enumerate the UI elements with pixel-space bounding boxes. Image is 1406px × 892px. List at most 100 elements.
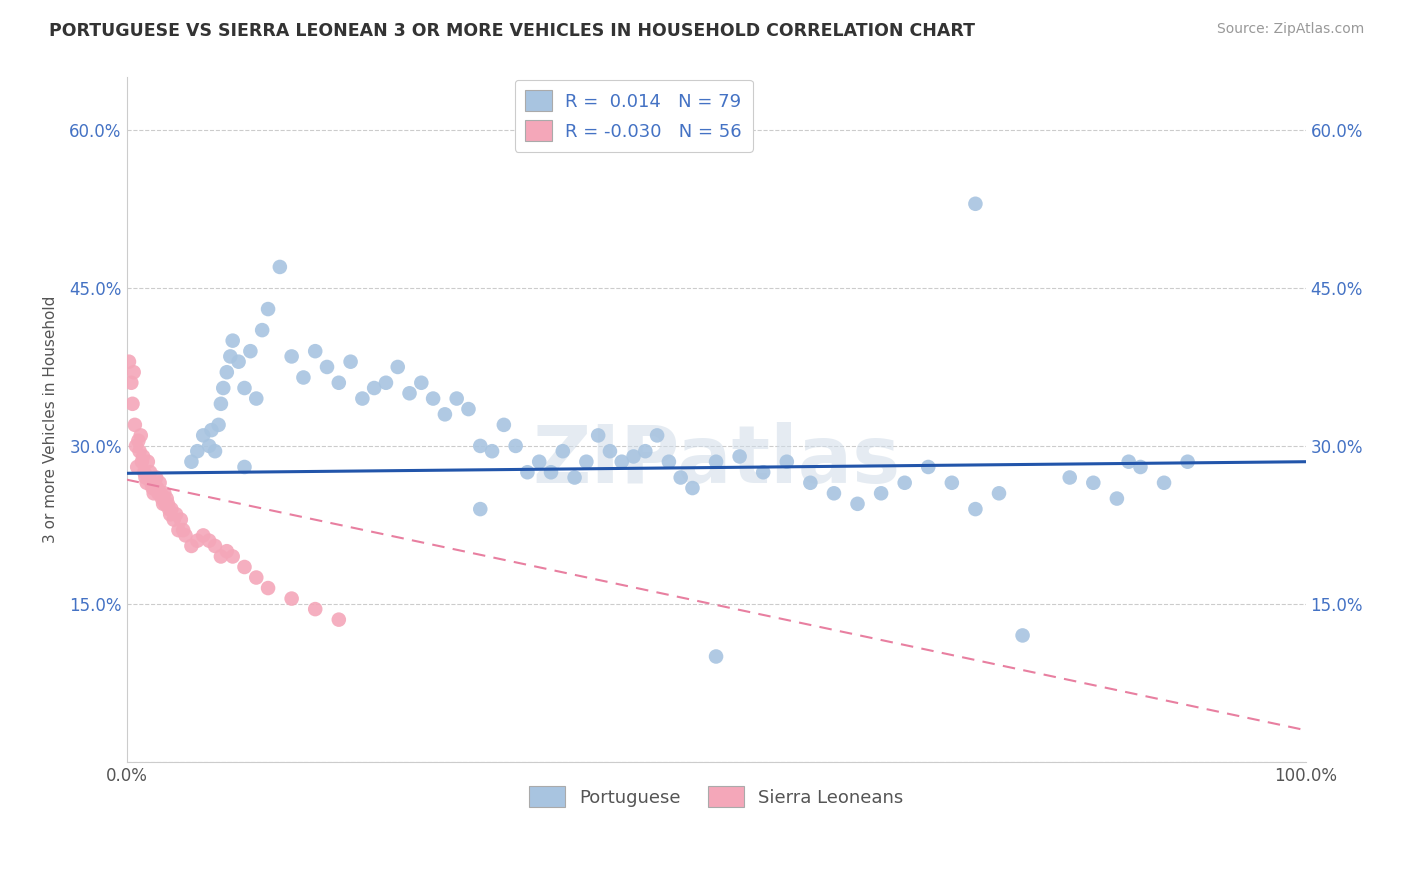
- Point: [823, 486, 845, 500]
- Point: [200, 423, 222, 437]
- Point: [363, 381, 385, 395]
- Point: [658, 455, 681, 469]
- Point: [215, 365, 238, 379]
- Point: [207, 417, 229, 432]
- Point: [155, 497, 177, 511]
- Point: [375, 376, 398, 390]
- Point: [316, 359, 339, 374]
- Point: [159, 508, 181, 522]
- Point: [704, 455, 727, 469]
- Point: [186, 444, 208, 458]
- Point: [233, 381, 256, 395]
- Point: [135, 475, 157, 490]
- Point: [204, 444, 226, 458]
- Point: [146, 481, 169, 495]
- Point: [292, 370, 315, 384]
- Point: [304, 344, 326, 359]
- Point: [1059, 470, 1081, 484]
- Point: [481, 444, 503, 458]
- Point: [131, 455, 153, 469]
- Point: [139, 465, 162, 479]
- Point: [988, 486, 1011, 500]
- Point: [610, 455, 633, 469]
- Point: [586, 428, 609, 442]
- Point: [623, 450, 645, 464]
- Point: [148, 486, 170, 500]
- Text: ZIPatlas: ZIPatlas: [531, 422, 900, 500]
- Point: [470, 502, 492, 516]
- Legend: Portuguese, Sierra Leoneans: Portuguese, Sierra Leoneans: [522, 779, 911, 814]
- Point: [352, 392, 374, 406]
- Point: [134, 465, 156, 479]
- Point: [233, 460, 256, 475]
- Point: [239, 344, 262, 359]
- Point: [1153, 475, 1175, 490]
- Text: Source: ZipAtlas.com: Source: ZipAtlas.com: [1216, 22, 1364, 37]
- Point: [149, 475, 172, 490]
- Point: [776, 455, 799, 469]
- Point: [160, 502, 183, 516]
- Point: [163, 513, 186, 527]
- Point: [893, 475, 915, 490]
- Point: [193, 428, 215, 442]
- Point: [172, 523, 194, 537]
- Point: [141, 475, 163, 490]
- Point: [457, 402, 479, 417]
- Point: [125, 439, 148, 453]
- Point: [1083, 475, 1105, 490]
- Point: [170, 513, 193, 527]
- Point: [1118, 455, 1140, 469]
- Point: [728, 450, 751, 464]
- Point: [145, 470, 167, 484]
- Text: PORTUGUESE VS SIERRA LEONEAN 3 OR MORE VEHICLES IN HOUSEHOLD CORRELATION CHART: PORTUGUESE VS SIERRA LEONEAN 3 OR MORE V…: [49, 22, 976, 40]
- Point: [799, 475, 821, 490]
- Point: [143, 481, 166, 495]
- Point: [153, 486, 176, 500]
- Point: [411, 376, 433, 390]
- Point: [127, 434, 149, 448]
- Point: [186, 533, 208, 548]
- Point: [564, 470, 586, 484]
- Point: [669, 470, 692, 484]
- Point: [233, 560, 256, 574]
- Point: [156, 497, 179, 511]
- Point: [212, 381, 235, 395]
- Point: [492, 417, 515, 432]
- Point: [118, 354, 141, 368]
- Point: [1105, 491, 1128, 506]
- Point: [209, 397, 232, 411]
- Point: [127, 460, 149, 475]
- Point: [138, 470, 160, 484]
- Point: [470, 439, 492, 453]
- Point: [149, 486, 172, 500]
- Point: [122, 365, 145, 379]
- Point: [505, 439, 527, 453]
- Point: [1177, 455, 1199, 469]
- Point: [228, 354, 250, 368]
- Point: [215, 544, 238, 558]
- Point: [219, 350, 242, 364]
- Point: [280, 350, 302, 364]
- Point: [121, 397, 143, 411]
- Point: [575, 455, 598, 469]
- Point: [142, 486, 165, 500]
- Point: [120, 376, 142, 390]
- Point: [198, 533, 221, 548]
- Point: [136, 455, 159, 469]
- Point: [198, 439, 221, 453]
- Point: [193, 528, 215, 542]
- Point: [1011, 628, 1033, 642]
- Point: [446, 392, 468, 406]
- Point: [752, 465, 775, 479]
- Point: [645, 428, 668, 442]
- Point: [551, 444, 574, 458]
- Point: [157, 502, 180, 516]
- Point: [682, 481, 704, 495]
- Point: [1129, 460, 1152, 475]
- Point: [222, 334, 245, 348]
- Point: [222, 549, 245, 564]
- Point: [128, 444, 150, 458]
- Point: [269, 260, 291, 274]
- Point: [152, 497, 174, 511]
- Point: [204, 539, 226, 553]
